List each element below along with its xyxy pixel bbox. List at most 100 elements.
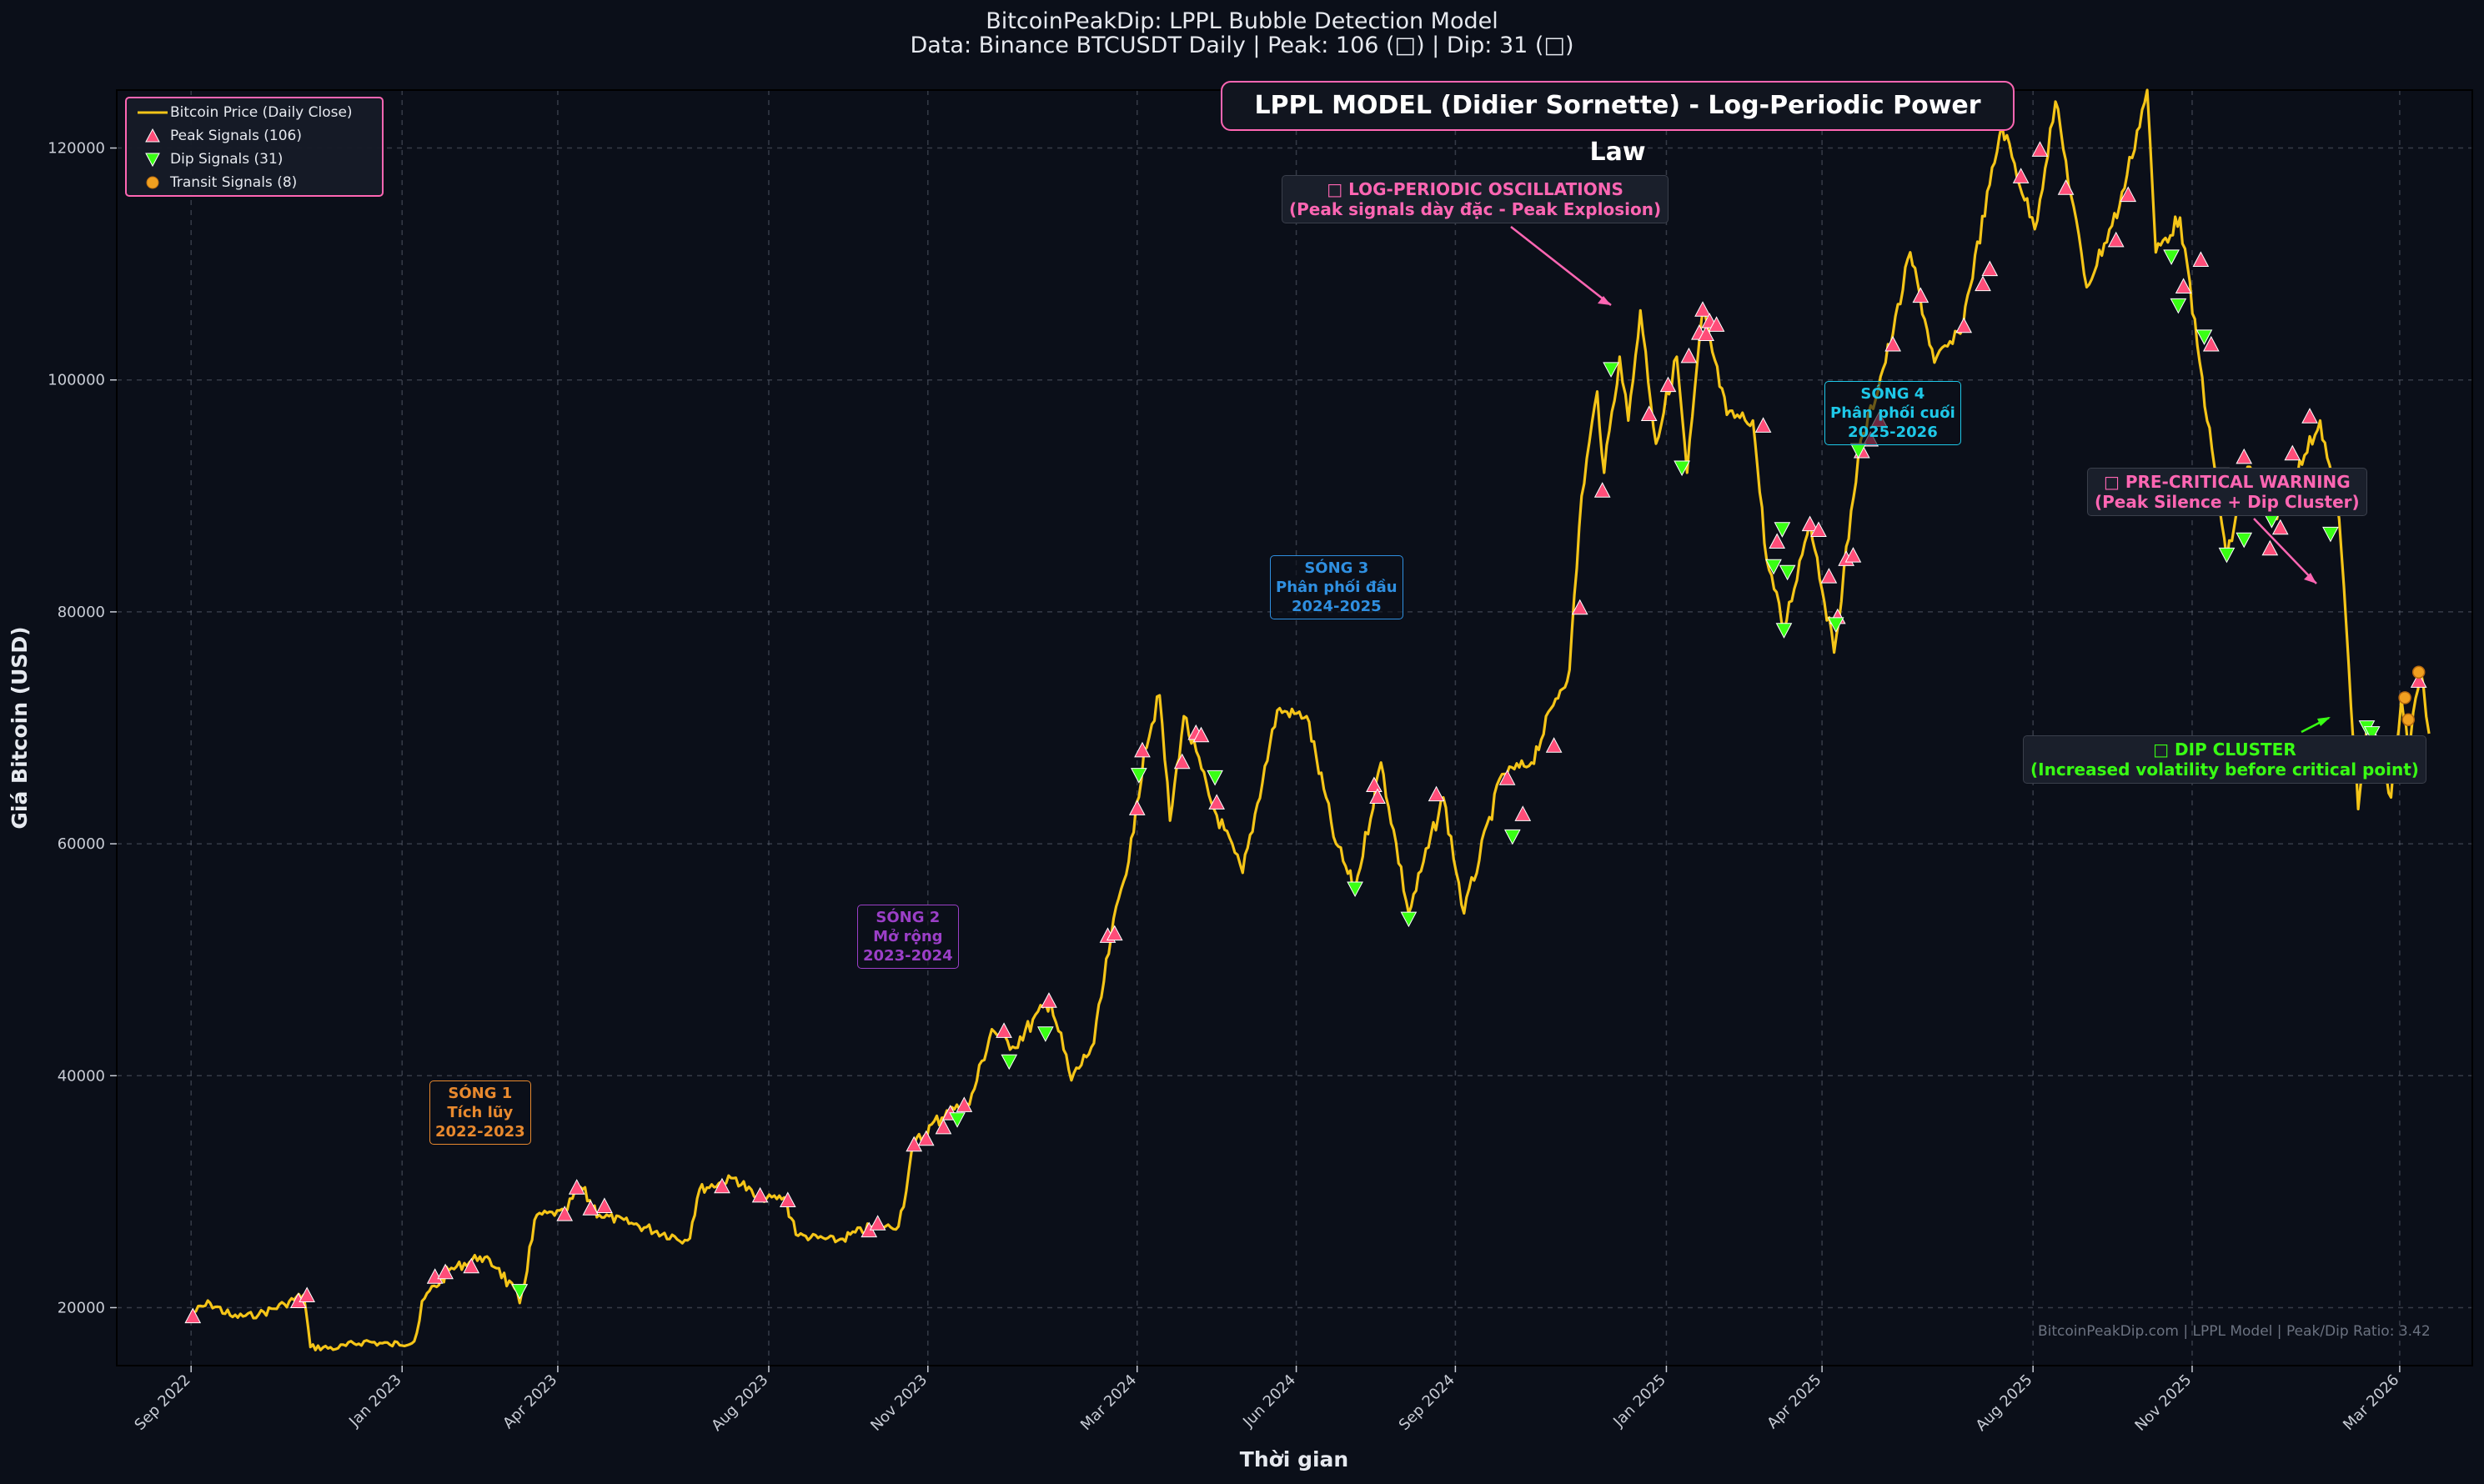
legend-label-price: Bitcoin Price (Daily Close) <box>170 104 353 121</box>
peak-signal-marker <box>1498 770 1516 785</box>
dip-signal-marker <box>2322 526 2339 543</box>
chart-title: BitcoinPeakDip: LPPL Bubble Detection Mo… <box>986 8 1498 34</box>
legend-label-dip: Dip Signals (31) <box>170 151 284 168</box>
wave-1-title: SÓNG 1 <box>448 1085 513 1102</box>
peak-signal-marker <box>2120 186 2137 203</box>
dip-signal-marker <box>1765 559 1782 575</box>
peak-signal-marker <box>2261 539 2279 556</box>
peak-signal-marker <box>2271 519 2289 535</box>
peak-signal-marker <box>1912 287 1929 303</box>
x-tick-label: Nov 2025 <box>2131 1371 2195 1435</box>
dip-signal-marker <box>1779 564 1796 581</box>
peak-signal-marker <box>956 1096 973 1112</box>
peak-signal-marker <box>1545 737 1563 753</box>
peak-signal-marker <box>2301 408 2318 424</box>
dip-signal-marker <box>1001 1054 1018 1070</box>
peak-signal-marker <box>1680 347 1698 363</box>
y-tick-label: 80000 <box>58 604 105 621</box>
peak-signal-marker <box>1769 533 1786 549</box>
warning-annotation: □ PRE-CRITICAL WARNING (Peak Silence + D… <box>2087 468 2367 516</box>
dip-signal-marker <box>1207 770 1223 786</box>
peak-signal-marker <box>2012 168 2030 183</box>
transit-signal-marker <box>2398 691 2411 704</box>
x-tick-label: Jun 2024 <box>1239 1371 1299 1431</box>
dip-signal-marker <box>1504 829 1521 845</box>
legend-item-transit: Transit Signals (8) <box>135 172 297 193</box>
x-tick-label: Sep 2024 <box>1396 1371 1458 1434</box>
x-tick-label: Aug 2025 <box>1973 1371 2036 1435</box>
wave-2-title: SÓNG 2 <box>876 909 941 926</box>
peak-signal-marker <box>1571 599 1588 615</box>
peak-signal-marker <box>1640 405 1658 421</box>
peak-signal-marker <box>996 1022 1012 1038</box>
dip-signal-marker <box>1827 617 1844 633</box>
peak-signal-marker <box>1801 515 1819 532</box>
peak-signal-marker <box>917 1130 935 1146</box>
peak-signal-marker <box>2202 335 2220 352</box>
y-tick-label: 60000 <box>58 835 105 853</box>
dip-arrowhead <box>2317 717 2331 726</box>
model-title-box: LPPL MODEL (Didier Sornette) - Log-Perio… <box>1221 81 2015 167</box>
peak-signal-marker <box>2031 141 2049 157</box>
wave-4-subtitle: Phân phối cuối <box>1830 404 1955 422</box>
peak-signal-marker <box>1754 417 1772 433</box>
wave-3-title: SÓNG 3 <box>1304 559 1369 577</box>
x-axis-label: Thời gian <box>1240 1447 1348 1471</box>
peak-signal-marker <box>299 1286 315 1303</box>
x-tick-label: Aug 2023 <box>708 1371 771 1435</box>
peak-signal-marker <box>1428 785 1445 802</box>
x-tick-label: Apr 2025 <box>1764 1371 1824 1432</box>
wave-4-box: SÓNG 4 Phân phối cuối 2025-2026 <box>1824 381 1961 445</box>
oscillations-line2: (Peak signals dày đặc - Peak Explosion) <box>1289 199 1662 219</box>
peak-signal-marker <box>1514 805 1532 821</box>
wave-3-years: 2024-2025 <box>1291 598 1382 615</box>
peak-signal-marker <box>779 1191 796 1207</box>
chart-subtitle: Data: Binance BTCUSDT Daily | Peak: 106 … <box>910 33 1574 58</box>
peak-signal-marker <box>437 1263 454 1280</box>
x-tick-label: Sep 2022 <box>131 1371 193 1434</box>
y-tick-label: 20000 <box>58 1299 105 1316</box>
transit-signal-marker <box>2401 713 2416 727</box>
peak-signal-marker <box>1694 301 1711 317</box>
peak-signal-marker <box>2410 672 2427 688</box>
x-tick-label: Jan 2023 <box>345 1371 405 1431</box>
peak-signal-marker <box>2057 179 2075 195</box>
oscillations-annotation: □ LOG-PERIODIC OSCILLATIONS (Peak signal… <box>1282 175 1669 223</box>
peak-signal-marker <box>582 1200 600 1216</box>
warning-line1: □ PRE-CRITICAL WARNING <box>2103 472 2351 492</box>
dip-signal-marker <box>511 1284 529 1300</box>
peak-signal-marker <box>1593 482 1611 498</box>
y-tick-label: 100000 <box>48 372 105 389</box>
peak-signal-marker <box>1366 776 1383 793</box>
dip-signal-marker <box>2163 249 2180 265</box>
peak-signal-marker <box>1884 335 1901 352</box>
dip-cluster-line2: (Increased volatility before critical po… <box>2030 760 2419 780</box>
peak-signal-marker <box>1106 925 1123 941</box>
wave-1-subtitle: Tích lũy <box>447 1104 514 1121</box>
peak-signal-marker <box>714 1177 730 1194</box>
peak-signal-marker <box>1981 260 1999 277</box>
peak-signal-marker <box>184 1307 202 1324</box>
peak-signal-marker <box>556 1206 574 1221</box>
dip-cluster-line1: □ DIP CLUSTER <box>2153 739 2296 760</box>
peak-signal-marker <box>2175 278 2192 293</box>
dip-signal-marker <box>2236 532 2253 549</box>
price-line <box>190 88 2431 1351</box>
dip-signal-marker <box>1036 1026 1054 1042</box>
oscillations-line1: □ LOG-PERIODIC OSCILLATIONS <box>1327 179 1623 199</box>
peak-signal-marker <box>1820 568 1838 584</box>
dip-signal-marker <box>1400 911 1418 928</box>
dip-signal-marker <box>1347 881 1363 898</box>
wave-3-box: SÓNG 3 Phân phối đầu 2024-2025 <box>1270 555 1403 619</box>
warning-line2: (Peak Silence + Dip Cluster) <box>2095 492 2360 512</box>
dip-signal-marker <box>2218 547 2236 564</box>
peak-signal-marker <box>1955 317 1973 333</box>
peak-signal-marker <box>1173 753 1191 770</box>
dip-signal-marker <box>1603 362 1619 378</box>
oscillation-arrow <box>1510 226 1612 306</box>
peak-signal-marker <box>935 1118 952 1135</box>
peak-signal-marker <box>2107 231 2125 248</box>
wave-2-box: SÓNG 2 Mở rộng 2023-2024 <box>857 905 959 969</box>
y-tick-label: 120000 <box>48 140 105 158</box>
